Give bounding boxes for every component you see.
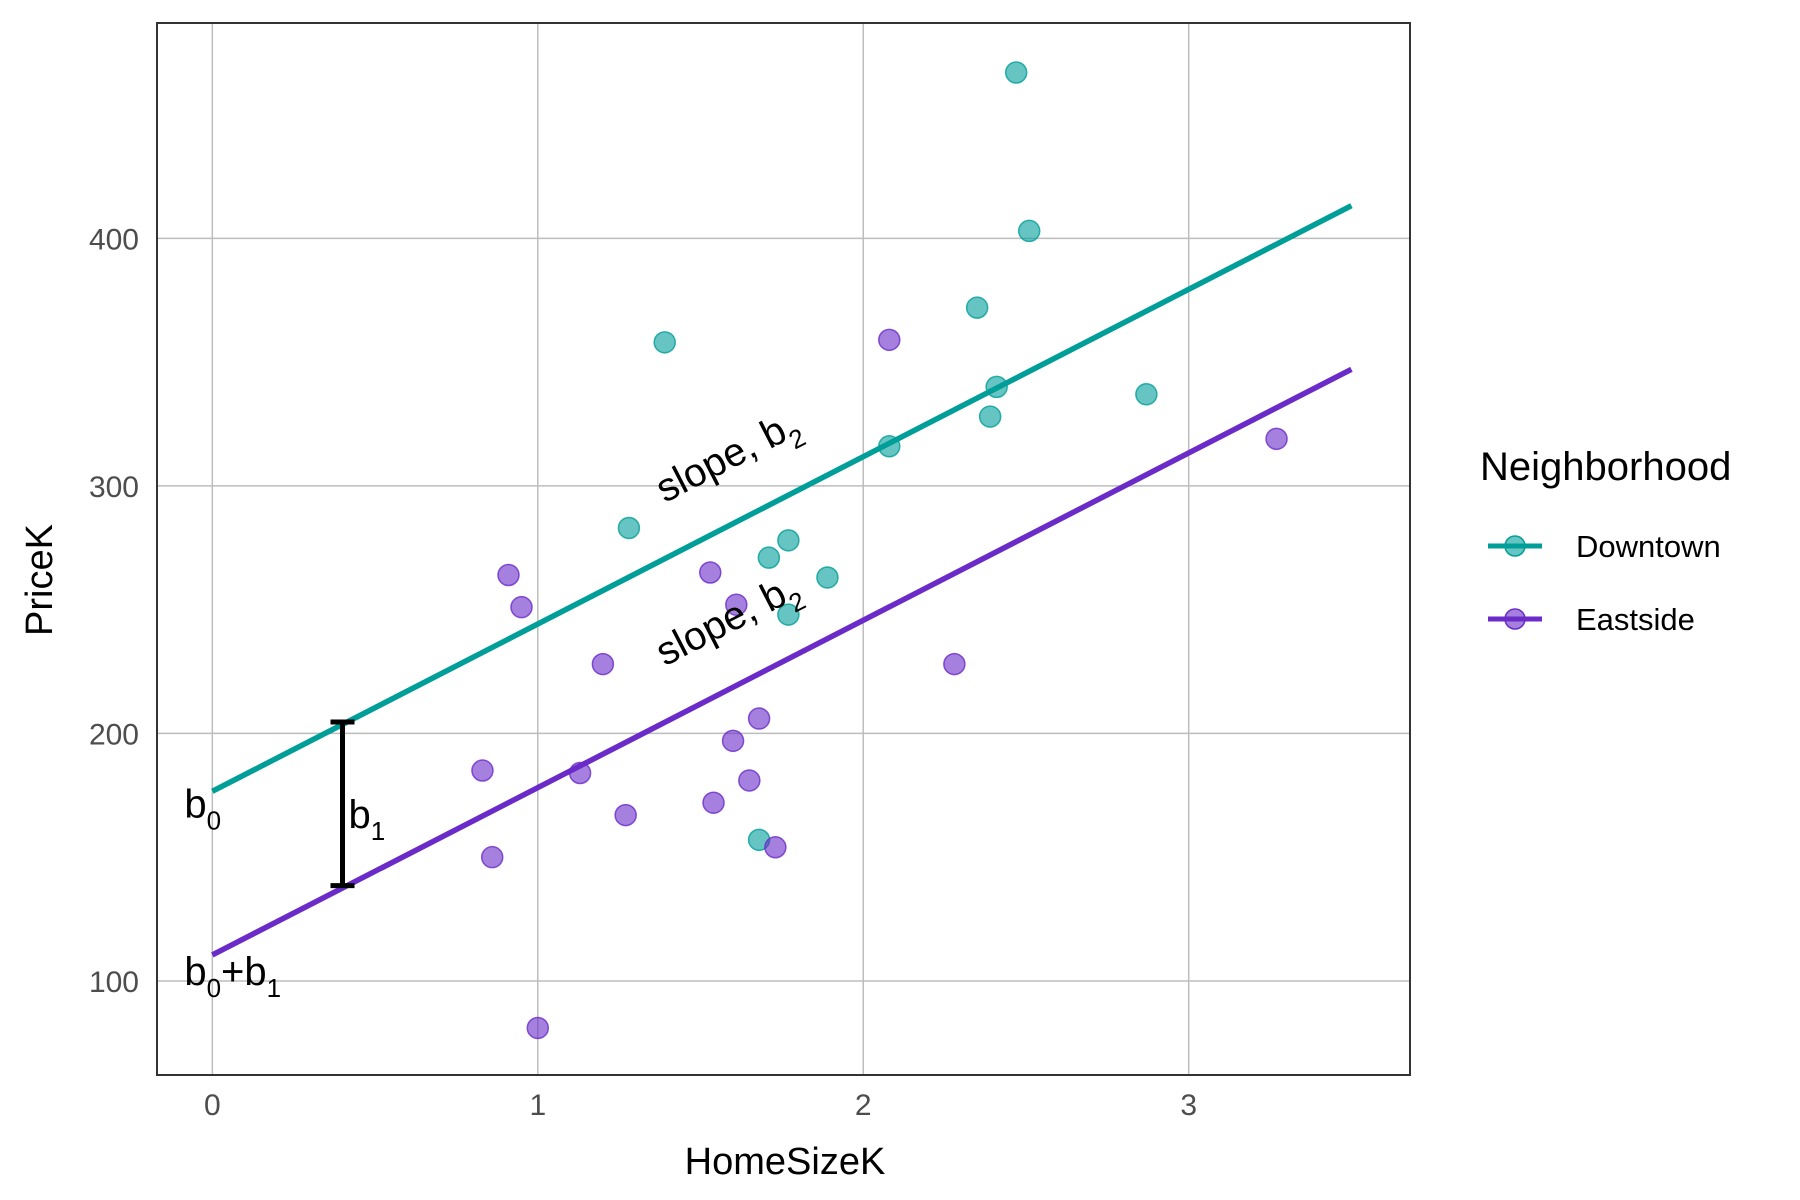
x-tick-label: 3 [1180, 1089, 1197, 1122]
point-eastside [497, 563, 520, 587]
legend-title: Neighborhood [1480, 445, 1731, 489]
y-tick-label: 400 [89, 223, 139, 256]
legend-item-eastside: Eastside [1488, 602, 1695, 637]
point-eastside [738, 769, 761, 792]
point-downtown [1135, 383, 1158, 406]
point-eastside [764, 836, 787, 859]
data-points [471, 61, 1288, 1040]
point-eastside [943, 652, 966, 676]
offset-label: b1 [349, 793, 386, 846]
offset-bracket [330, 719, 355, 889]
point-eastside [725, 593, 748, 616]
y-tick-label: 200 [89, 718, 139, 751]
slope-label-downtown: slope, b2 [649, 401, 811, 519]
point-downtown [653, 331, 676, 354]
point-eastside [699, 561, 722, 584]
point-eastside [721, 729, 745, 753]
legend: Neighborhood Downtown Eastside [1480, 445, 1731, 637]
point-downtown [965, 296, 989, 319]
point-downtown [1017, 219, 1041, 243]
y-axis-ticks: 100 200 300 400 [89, 223, 139, 999]
legend-label-eastside: Eastside [1576, 602, 1695, 637]
point-eastside [471, 759, 494, 782]
point-eastside [510, 595, 533, 619]
point-eastside [1265, 427, 1288, 451]
point-downtown [816, 566, 839, 589]
legend-key-point-downtown [1504, 535, 1526, 557]
point-downtown [777, 603, 800, 626]
x-tick-label: 2 [855, 1089, 872, 1122]
point-downtown [1004, 61, 1028, 84]
point-eastside [480, 845, 504, 869]
point-downtown [978, 405, 1002, 428]
fit-line-eastside [211, 366, 1353, 958]
point-eastside [614, 803, 637, 827]
intercept-label: b0 [184, 782, 221, 835]
point-eastside [702, 791, 725, 814]
point-downtown [777, 529, 800, 552]
point-downtown [617, 516, 641, 540]
point-downtown [878, 435, 901, 458]
y-axis-title: PriceK [19, 524, 61, 636]
x-tick-label: 1 [529, 1089, 546, 1122]
point-eastside [526, 1016, 550, 1040]
point-downtown [757, 546, 781, 569]
point-eastside [747, 707, 771, 730]
x-tick-label: 0 [204, 1089, 221, 1122]
grid [157, 23, 1410, 1075]
point-eastside [878, 328, 901, 352]
x-axis-ticks: 0 1 2 3 [204, 1089, 1197, 1122]
x-axis-title: HomeSizeK [685, 1141, 886, 1183]
legend-item-downtown: Downtown [1488, 529, 1721, 564]
point-eastside [568, 761, 592, 785]
point-downtown [985, 375, 1008, 399]
eastside-intercept-label: b0+b1 [184, 950, 281, 1003]
plot-panel-border [156, 22, 1411, 1076]
y-tick-label: 100 [89, 966, 139, 999]
point-eastside [591, 652, 615, 676]
fit-line-downtown [211, 203, 1353, 794]
legend-key-point-eastside [1504, 608, 1526, 630]
legend-label-downtown: Downtown [1576, 529, 1721, 564]
fit-lines [211, 203, 1353, 958]
y-tick-label: 300 [89, 471, 139, 504]
